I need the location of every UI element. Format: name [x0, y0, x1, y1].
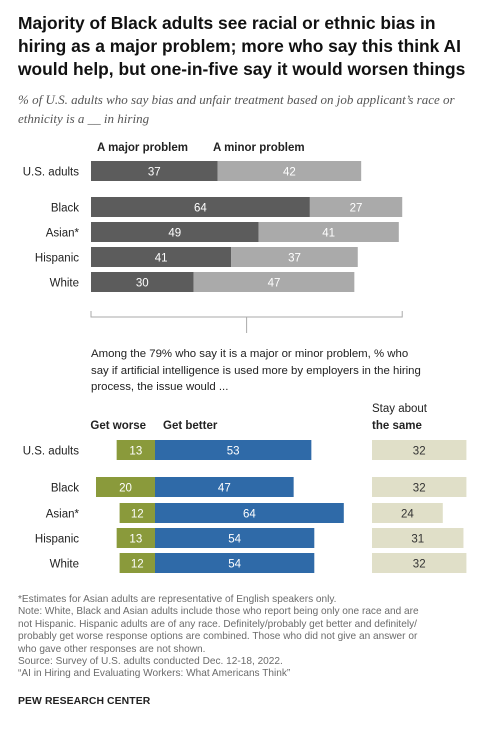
category-label: Hispanic — [35, 253, 79, 265]
legend-label-major: A major problem — [97, 142, 188, 154]
bar-get-better — [155, 553, 315, 573]
value-label-same: 32 — [413, 559, 426, 571]
category-label: Black — [51, 483, 79, 495]
value-label-same: 31 — [411, 534, 424, 546]
value-label-same: 24 — [401, 509, 414, 521]
value-label-minor: 37 — [288, 253, 301, 265]
bar-get-better — [155, 503, 344, 523]
category-label: U.S. adults — [23, 446, 79, 458]
note-line: who gave other responses are not shown. — [18, 643, 206, 655]
value-label-minor: 47 — [268, 278, 281, 290]
bar-major-problem — [91, 161, 218, 181]
value-label-worse: 20 — [119, 483, 132, 495]
bar-get-worse — [119, 553, 155, 573]
value-label-worse: 12 — [131, 509, 144, 521]
value-label-major: 41 — [155, 253, 168, 265]
value-label-minor: 42 — [283, 167, 296, 179]
bar-major-problem — [91, 222, 259, 242]
value-label-better: 64 — [243, 509, 256, 521]
bar-minor-problem — [217, 161, 362, 181]
value-label-major: 49 — [168, 228, 181, 240]
category-label: Black — [51, 203, 79, 215]
bar-minor-problem — [309, 197, 403, 217]
bar-stay-same — [372, 528, 464, 548]
bar-minor-problem — [193, 272, 355, 292]
chart-subtitle: % of U.S. adults who say bias and unfair… — [18, 92, 455, 126]
bar-get-better — [155, 440, 312, 460]
chart-title: Majority of Black adults see racial or e… — [18, 13, 466, 79]
category-label: Hispanic — [35, 534, 79, 546]
chart-notes: *Estimates for Asian adults are represen… — [18, 594, 483, 681]
value-label-major: 64 — [194, 203, 207, 215]
bar-stay-same — [372, 477, 467, 497]
bar-major-problem — [91, 197, 310, 217]
bar-minor-problem — [258, 222, 399, 242]
category-label: Asian* — [46, 228, 80, 240]
bar-get-better — [155, 528, 315, 548]
legend-label-minor: A minor problem — [213, 142, 305, 154]
value-label-same: 32 — [413, 446, 426, 458]
bar-stay-same — [372, 553, 467, 573]
bar-get-worse — [96, 477, 155, 497]
note-line: Source: Survey of U.S. adults conducted … — [18, 656, 283, 668]
bar-stay-same — [372, 440, 467, 460]
legend-label-worse: Get worse — [90, 420, 146, 432]
value-label-worse: 12 — [131, 559, 144, 571]
bar-minor-problem — [231, 247, 358, 267]
legend-label-same-line1: Stay about — [372, 403, 428, 415]
note-line: not Hispanic. Hispanic adults are of any… — [18, 618, 417, 630]
category-label: U.S. adults — [23, 167, 79, 179]
legend-label-better: Get better — [163, 420, 218, 432]
value-label-worse: 13 — [129, 534, 142, 546]
note-line: Note: White, Black and Asian adults incl… — [18, 606, 419, 618]
category-label: White — [50, 278, 79, 290]
value-label-major: 37 — [148, 167, 161, 179]
note-line: probably get worse response options are … — [18, 631, 418, 643]
note-line: *Estimates for Asian adults are represen… — [18, 594, 337, 605]
value-label-better: 54 — [228, 559, 241, 571]
value-label-better: 54 — [228, 534, 241, 546]
value-label-better: 47 — [218, 483, 231, 495]
value-label-same: 32 — [413, 483, 426, 495]
bar-get-worse — [116, 528, 155, 548]
bar-major-problem — [91, 272, 194, 292]
category-label: Asian* — [46, 509, 80, 521]
bar-stay-same — [372, 503, 443, 523]
value-label-major: 30 — [136, 278, 149, 290]
bar-get-worse — [119, 503, 155, 523]
value-label-minor: 27 — [350, 203, 363, 215]
brand-label: PEW RESEARCH CENTER — [18, 696, 151, 707]
value-label-worse: 13 — [129, 446, 142, 458]
bar-get-better — [155, 477, 294, 497]
value-label-minor: 41 — [322, 228, 335, 240]
legend-label-same-line2: the same — [372, 420, 422, 432]
ai-question-intro: Among the 79% who say it is a major or m… — [91, 348, 421, 393]
value-label-better: 53 — [227, 446, 240, 458]
bar-get-worse — [116, 440, 155, 460]
bar-major-problem — [91, 247, 232, 267]
category-label: White — [50, 559, 79, 571]
note-line: “AI in Hiring and Evaluating Workers: Wh… — [18, 668, 291, 680]
bracket-connector — [90, 311, 403, 333]
